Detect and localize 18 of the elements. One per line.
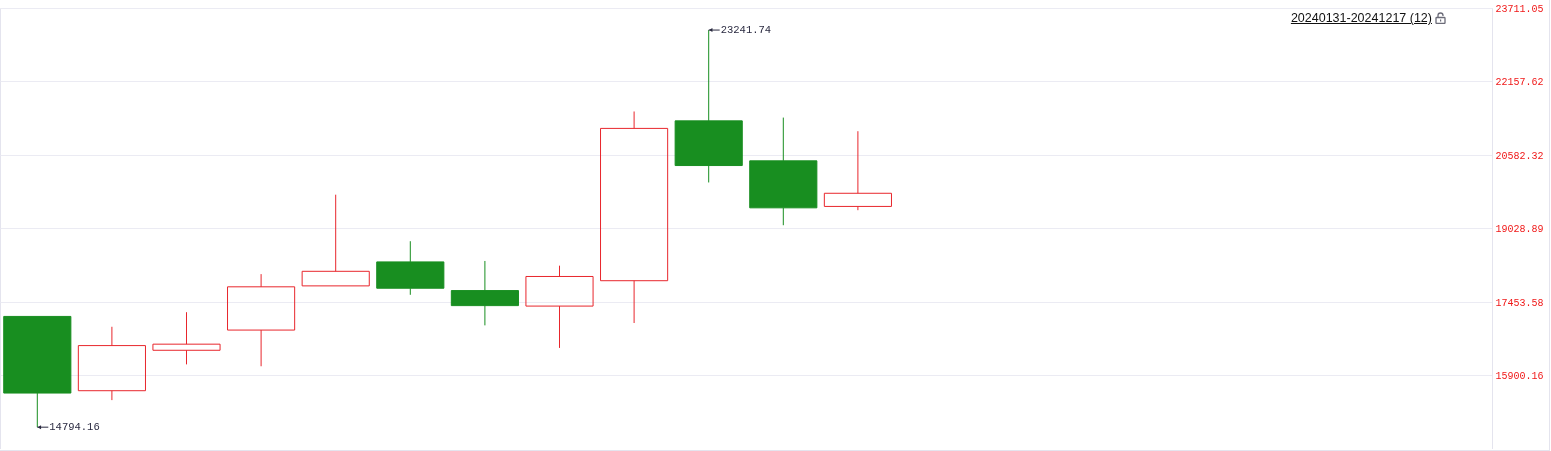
y-tick-label: 19028.89 bbox=[1495, 223, 1544, 235]
annotation: 14794.16 bbox=[49, 421, 100, 434]
y-tick-label: 15900.16 bbox=[1495, 370, 1544, 382]
candlestick bbox=[525, 265, 594, 349]
y-tick-label: 22157.62 bbox=[1495, 76, 1544, 88]
candlestick bbox=[152, 311, 221, 365]
candlestick bbox=[823, 130, 892, 211]
candlestick bbox=[301, 194, 370, 287]
candlestick bbox=[600, 110, 669, 324]
candlestick bbox=[450, 260, 519, 326]
y-tick-label: 23711.05 bbox=[1495, 3, 1544, 15]
y-tick-label: 17453.58 bbox=[1495, 297, 1544, 309]
y-tick-label: 20582.32 bbox=[1495, 150, 1544, 162]
annotation: 23241.74 bbox=[720, 24, 772, 37]
candlestick bbox=[77, 326, 146, 401]
chart-title: 20240131-20241217 (12) bbox=[1290, 11, 1432, 25]
candlestick bbox=[749, 117, 818, 226]
candlestick bbox=[227, 273, 296, 367]
